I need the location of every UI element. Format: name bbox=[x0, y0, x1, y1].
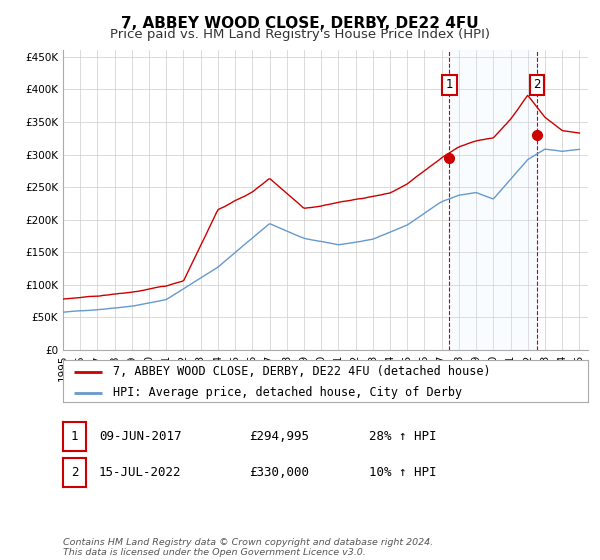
Text: 7, ABBEY WOOD CLOSE, DERBY, DE22 4FU (detached house): 7, ABBEY WOOD CLOSE, DERBY, DE22 4FU (de… bbox=[113, 365, 491, 379]
Text: 09-JUN-2017: 09-JUN-2017 bbox=[99, 430, 182, 443]
Text: 7, ABBEY WOOD CLOSE, DERBY, DE22 4FU: 7, ABBEY WOOD CLOSE, DERBY, DE22 4FU bbox=[121, 16, 479, 31]
Text: £330,000: £330,000 bbox=[249, 466, 309, 479]
Text: £294,995: £294,995 bbox=[249, 430, 309, 443]
Bar bbox=[449, 50, 537, 350]
Text: Price paid vs. HM Land Registry's House Price Index (HPI): Price paid vs. HM Land Registry's House … bbox=[110, 28, 490, 41]
Text: HPI: Average price, detached house, City of Derby: HPI: Average price, detached house, City… bbox=[113, 386, 462, 399]
Text: 10% ↑ HPI: 10% ↑ HPI bbox=[369, 466, 437, 479]
Text: 15-JUL-2022: 15-JUL-2022 bbox=[99, 466, 182, 479]
Text: 28% ↑ HPI: 28% ↑ HPI bbox=[369, 430, 437, 443]
Text: 2: 2 bbox=[533, 78, 541, 91]
Text: 2: 2 bbox=[71, 466, 78, 479]
Text: 1: 1 bbox=[71, 430, 78, 443]
Text: 1: 1 bbox=[446, 78, 453, 91]
Text: Contains HM Land Registry data © Crown copyright and database right 2024.
This d: Contains HM Land Registry data © Crown c… bbox=[63, 538, 433, 557]
